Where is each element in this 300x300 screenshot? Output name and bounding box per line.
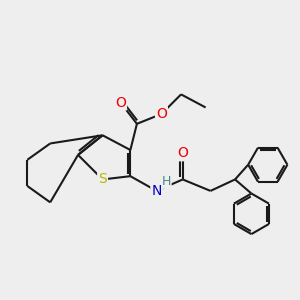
Text: N: N bbox=[152, 184, 162, 198]
Text: H: H bbox=[162, 175, 171, 188]
Text: O: O bbox=[115, 96, 126, 110]
Text: O: O bbox=[177, 146, 188, 160]
Text: S: S bbox=[98, 172, 107, 186]
Text: O: O bbox=[156, 107, 167, 121]
